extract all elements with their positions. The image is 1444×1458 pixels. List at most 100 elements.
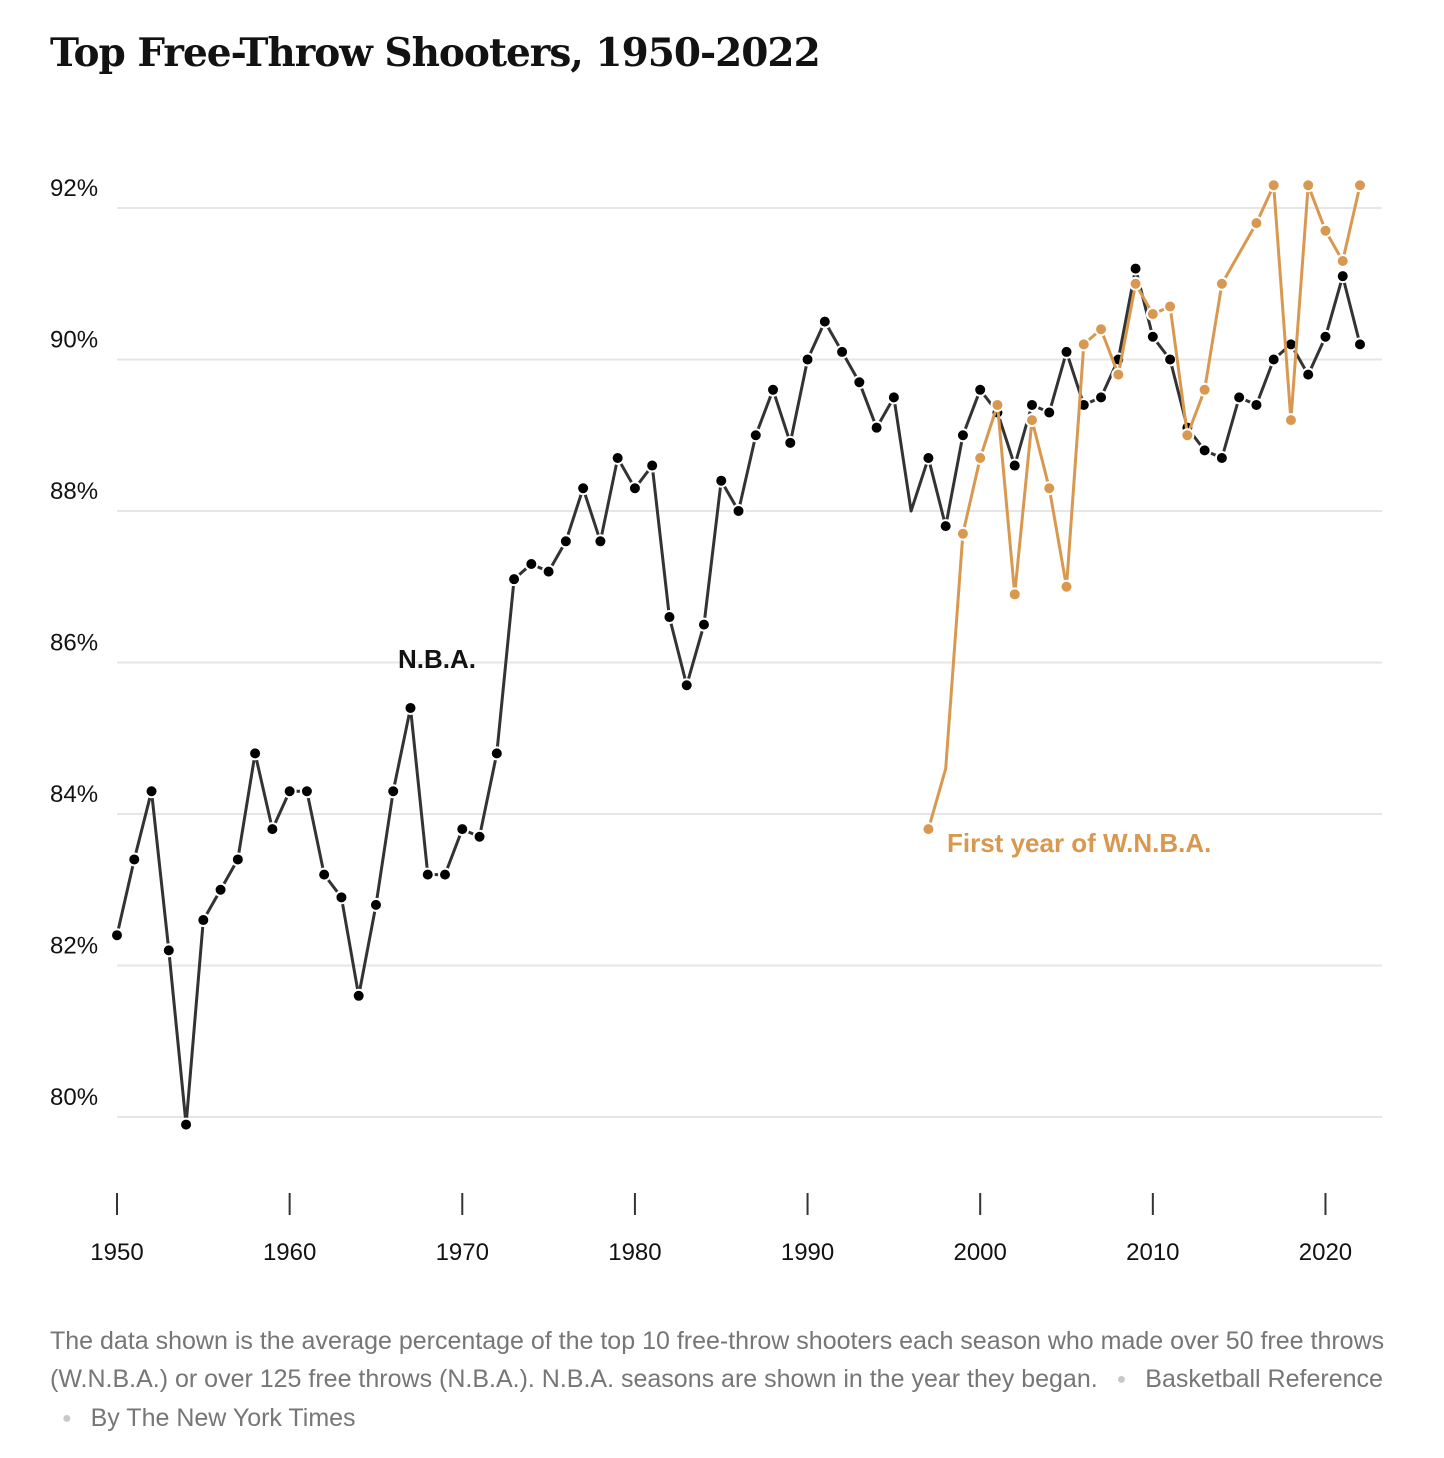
data-point-nba [1145,329,1160,344]
data-point-nba [265,822,280,837]
data-point-nba [1024,397,1039,412]
data-point-wnba [1283,413,1298,428]
x-tick-label: 2000 [953,1239,1006,1266]
data-point-nba [1301,367,1316,382]
data-point-nba [938,519,953,534]
data-point-nba [524,557,539,572]
data-point-wnba [955,526,970,541]
data-point-nba [351,988,366,1003]
x-tick-label: 2020 [1299,1239,1352,1266]
data-point-wnba [1214,276,1229,291]
data-point-nba [1353,337,1367,352]
x-axis: 1950 1960 1970 1980 1990 2000 2010 2020 [90,1193,1352,1266]
data-point-wnba [1301,178,1316,193]
data-point-nba [334,890,349,905]
data-point-nba [610,450,625,465]
data-point-nba [1318,329,1333,344]
line-chart: 80%82%84%86%88%90%92% 1950 1960 1970 1980 19… [50,175,1382,1266]
data-point-nba [299,784,314,799]
series-line-wnba [926,183,1362,830]
separator-dot: ● [62,1410,72,1427]
data-point-nba [835,344,850,359]
data-point-nba [1197,443,1212,458]
x-tick-label: 1970 [436,1239,489,1266]
data-point-nba [110,928,124,943]
data-point-nba [662,610,677,625]
data-point-nba [955,428,970,443]
data-point-nba [886,390,901,405]
data-point-nba [748,428,763,443]
data-point-wnba [1094,322,1109,337]
data-point-nba [541,564,556,579]
data-point-wnba [1335,254,1350,269]
separator-dot: ● [1116,1371,1127,1388]
series-line-nba [115,267,1362,1127]
data-point-nba [921,450,936,465]
data-point-nba [420,867,435,882]
data-point-wnba [921,822,936,837]
data-point-nba [1059,344,1074,359]
data-point-nba [852,375,867,390]
data-point-nba [869,420,884,435]
data-point-nba [783,435,798,450]
data-point-nba [766,382,781,397]
y-tick-label: 92% [50,175,98,202]
data-point-wnba [1024,413,1039,428]
data-point-nba [1007,458,1022,473]
data-point-nba [679,678,694,693]
data-point-nba [1094,390,1109,405]
series-nba [110,261,1367,1132]
x-tick-label: 1980 [608,1239,661,1266]
series [110,178,1367,1132]
data-point-nba [800,352,815,367]
note-text: The data shown is the average percentage… [50,1327,1385,1393]
data-point-wnba [1163,299,1178,314]
data-point-nba [196,913,211,928]
data-point-nba [593,534,608,549]
byline: By The New York Times [90,1404,356,1432]
data-point-nba [627,481,642,496]
data-point-wnba [1059,579,1074,594]
annotation-nba: N.B.A. [398,644,476,674]
data-point-nba [558,534,573,549]
chart-title: Top Free-Throw Shooters, 1950-2022 [50,30,821,76]
data-point-wnba [1007,587,1022,602]
data-point-wnba [1180,428,1195,443]
data-point-wnba [1076,337,1091,352]
data-point-nba [282,784,297,799]
y-axis: 80% 82% 84% 86% 88% 90% 92% [50,175,98,1111]
x-tick-label: 1990 [781,1239,834,1266]
data-point-nba [817,314,832,329]
data-point-wnba [1145,307,1160,322]
data-point-nba [438,867,453,882]
y-tick-label: 84% [50,781,98,808]
data-point-nba [731,504,746,518]
data-point-nba [1249,397,1264,412]
data-point-wnba [1042,481,1057,496]
data-point-nba [696,617,711,632]
data-point-nba [368,897,383,912]
data-point-nba [472,829,487,844]
data-point-nba [317,867,332,882]
data-point-nba [1163,352,1178,367]
data-point-nba [403,700,418,715]
data-point-nba [489,746,504,761]
data-point-wnba [1249,216,1264,231]
data-point-wnba [1266,178,1281,193]
x-tick-label: 1960 [263,1239,316,1266]
data-point-nba [1128,261,1143,276]
data-point-nba [144,784,159,799]
data-point-wnba [1128,276,1143,291]
data-point-nba [179,1117,194,1132]
data-point-nba [645,458,660,473]
y-tick-label: 82% [50,933,98,960]
y-tick-label: 90% [50,327,98,354]
y-tick-label: 80% [50,1084,98,1111]
y-tick-label: 86% [50,630,98,657]
data-point-nba [213,882,228,897]
data-point-nba [973,382,988,397]
data-point-wnba [990,397,1005,412]
data-point-wnba [1197,382,1212,397]
data-point-nba [248,746,263,761]
data-point-nba [455,822,470,837]
